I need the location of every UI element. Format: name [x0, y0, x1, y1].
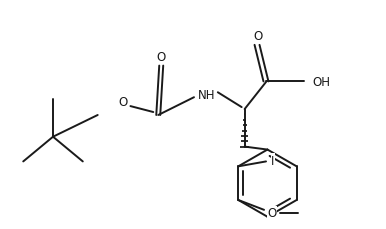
Text: O: O	[118, 95, 127, 108]
Text: NH: NH	[198, 88, 216, 101]
Text: OH: OH	[312, 76, 330, 89]
Text: O: O	[267, 206, 277, 219]
Text: I: I	[271, 154, 275, 167]
Text: O: O	[157, 51, 166, 64]
Text: O: O	[253, 30, 262, 43]
